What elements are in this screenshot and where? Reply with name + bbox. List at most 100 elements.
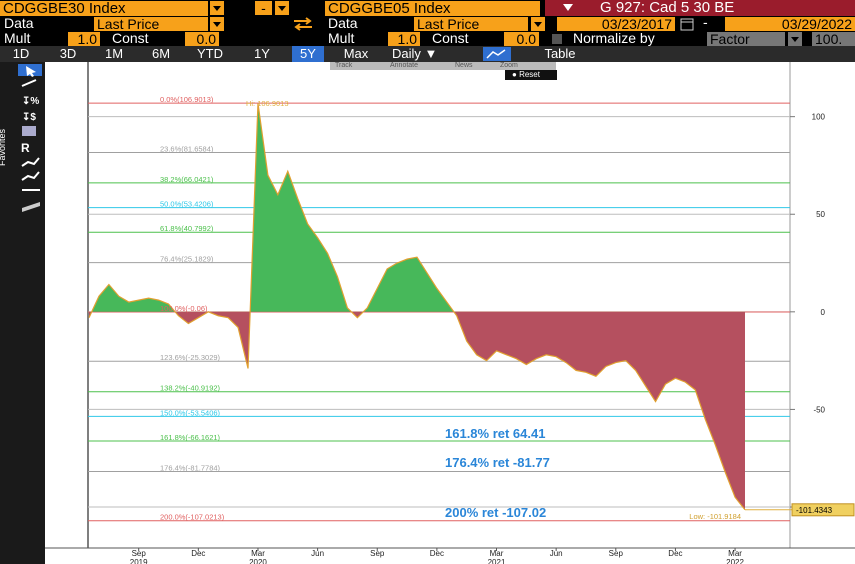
separator: - xyxy=(703,14,708,30)
tab[interactable]: Max xyxy=(343,46,369,61)
level-label: 123.6%(-25.3029) xyxy=(160,353,221,362)
label: Mult xyxy=(328,30,355,46)
level-label: 23.6%(81.6584) xyxy=(160,144,214,153)
frequency[interactable]: Daily ▼ xyxy=(392,46,438,61)
x-tick-label: Dec xyxy=(191,549,206,558)
tab[interactable]: 1Y xyxy=(254,46,270,61)
positive-area xyxy=(89,103,745,312)
level-label: 161.8%(-66.1621) xyxy=(160,433,221,442)
tab[interactable]: YTD xyxy=(197,46,223,61)
field-input[interactable]: Last Price xyxy=(414,17,528,31)
label: Mult xyxy=(4,30,31,46)
level-label: 61.8%(40.7992) xyxy=(160,224,214,233)
level-label: 0.0%(106.9013) xyxy=(160,95,214,104)
frequency-label: Daily xyxy=(392,46,421,61)
chart-tool[interactable]: Zoom xyxy=(500,62,518,69)
last-value-box xyxy=(791,503,855,517)
end-date[interactable]: 03/29/2022 xyxy=(725,17,855,31)
level-label: 100.0%(-0.06) xyxy=(160,304,208,313)
mult-input[interactable]: 1.0 xyxy=(68,32,100,46)
level-label: 200.0%(-107.0213) xyxy=(160,513,225,522)
x-tick-label: Sep 2019 xyxy=(129,549,148,564)
normalize-value[interactable]: 100. xyxy=(812,32,855,46)
chart-tool[interactable]: Annotate xyxy=(390,62,419,69)
label: Normalize by xyxy=(573,30,655,46)
level-label: 138.2%(-40.9192) xyxy=(160,384,221,393)
svg-text:R: R xyxy=(21,141,30,155)
const-input[interactable]: 0.0 xyxy=(504,32,539,46)
x-tick-label: Dec xyxy=(668,549,683,558)
annotation: 176.4% ret -81.77 xyxy=(445,455,550,470)
level-label: 76.4%(25.1829) xyxy=(160,255,214,264)
mult-input[interactable]: 1.0 xyxy=(388,32,420,46)
x-tick-label: Mar 2021 xyxy=(487,549,506,564)
level-label: 150.0%(-53.5406) xyxy=(160,408,221,417)
x-tick-label: Jun xyxy=(549,549,563,558)
checkbox[interactable] xyxy=(552,34,562,44)
annotation: 161.8% ret 64.41 xyxy=(445,426,545,441)
side-toolbar: ↧% ↧$ R xyxy=(0,62,45,564)
x-tick-label: Mar 2020 xyxy=(249,549,267,564)
svg-text:↧%: ↧% xyxy=(22,96,39,107)
label: Data xyxy=(328,15,358,31)
price-line xyxy=(88,103,746,511)
dropdown[interactable] xyxy=(210,17,224,31)
x-axis-band xyxy=(45,548,855,564)
y-tick-label: 50 xyxy=(816,210,825,219)
label: Const xyxy=(432,30,469,46)
y-tick-label: 0 xyxy=(821,308,826,317)
x-tick-label: Dec xyxy=(429,549,444,558)
low-label: Low: -101.9184 xyxy=(689,512,741,521)
const-input[interactable]: 0.0 xyxy=(185,32,219,46)
x-tick-label: Sep xyxy=(608,549,623,558)
chart-tool[interactable]: News xyxy=(455,62,473,69)
tab[interactable]: 1D xyxy=(12,46,30,61)
label: Const xyxy=(112,30,149,46)
svg-text:↧$: ↧$ xyxy=(22,112,36,123)
page-bar xyxy=(545,0,855,16)
security-input[interactable]: CDGGBE05 Index xyxy=(325,1,540,16)
x-tick-label: Sep xyxy=(370,549,385,558)
tab[interactable]: 5Y xyxy=(292,46,324,62)
favorites-label[interactable]: Favorites xyxy=(0,128,8,167)
field-input[interactable]: Last Price xyxy=(94,17,208,31)
chart-icon xyxy=(486,49,506,59)
table-tab[interactable]: Table xyxy=(544,46,576,61)
dropdown[interactable] xyxy=(210,1,224,15)
negative-area xyxy=(89,311,745,510)
level-label: 176.4%(-81.7784) xyxy=(160,463,221,472)
tab[interactable]: 3D xyxy=(59,46,77,61)
page-code: G 927: Cad 5 30 BE xyxy=(600,0,735,16)
dropdown[interactable] xyxy=(275,1,289,15)
high-label: Hi: 106.9013 xyxy=(246,99,289,108)
dropdown[interactable] xyxy=(788,32,802,46)
chart-tools xyxy=(330,62,556,70)
normalize-mode[interactable]: Factor xyxy=(707,32,785,46)
menu-arrow[interactable] xyxy=(563,4,573,11)
reset-label: ● Reset xyxy=(512,70,540,79)
level-label: 38.2%(66.0421) xyxy=(160,175,214,184)
plot-background xyxy=(45,62,855,548)
swap-icon[interactable] xyxy=(290,17,316,31)
security-input[interactable]: CDGGBE30 Index xyxy=(0,1,208,16)
tab-bar xyxy=(0,46,855,62)
last-value-label: -101.4343 xyxy=(796,506,833,515)
chart: -100-500501000.0%(106.9013)23.6%(81.6584… xyxy=(45,62,855,564)
operator[interactable]: - xyxy=(255,1,272,15)
label: Data xyxy=(4,15,34,31)
x-tick-label: Mar 2022 xyxy=(726,549,744,564)
start-date[interactable]: 03/23/2017 xyxy=(557,17,675,31)
annotation: 200% ret -107.02 xyxy=(445,505,546,520)
chart-tool[interactable]: Track xyxy=(335,62,353,69)
x-tick-label: Jun xyxy=(311,549,325,558)
calendar-icon[interactable] xyxy=(680,17,694,31)
y-tick-label: -50 xyxy=(813,405,825,414)
dropdown[interactable] xyxy=(531,17,545,31)
level-label: 50.0%(53.4206) xyxy=(160,200,214,209)
reset-button[interactable] xyxy=(505,70,557,80)
tab[interactable]: 6M xyxy=(151,46,171,61)
tab[interactable]: 1M xyxy=(104,46,124,61)
y-tick-label: 100 xyxy=(812,113,826,122)
reset-text: Reset xyxy=(519,70,540,79)
